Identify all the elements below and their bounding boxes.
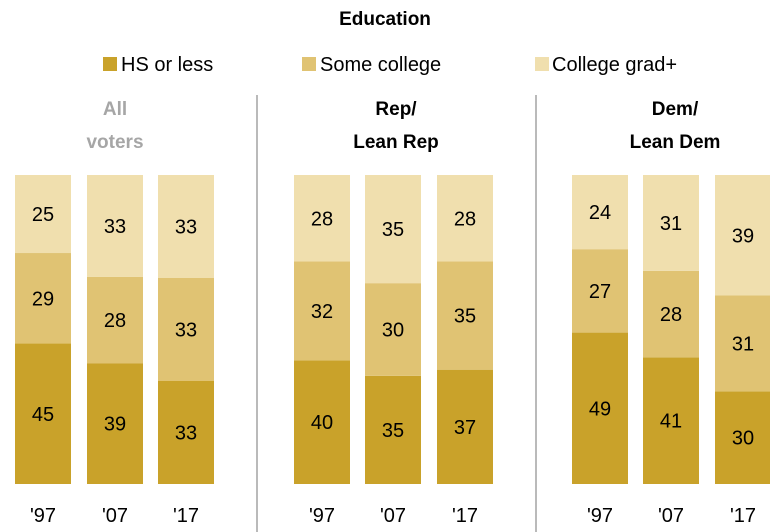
- bar-value-label: 25: [32, 204, 54, 226]
- bar-segment-hs-or-less: [158, 381, 214, 484]
- bar-segment-hs-or-less: [572, 332, 628, 484]
- bar-value-label: 31: [732, 333, 754, 355]
- group-label-dem-lean-dem: Dem/ Lean Dem: [630, 99, 721, 153]
- bar-value-label: 37: [454, 417, 476, 439]
- bar-segment-some-college: [643, 270, 699, 358]
- bar-segment-college-grad: [437, 175, 493, 262]
- bar-value-label: 45: [32, 404, 54, 426]
- x-tick-label: '07: [658, 505, 684, 527]
- bar-value-label: 33: [175, 217, 197, 239]
- bar-segment-college-grad: [643, 175, 699, 271]
- legend: HS or less Some college College grad+: [103, 54, 677, 76]
- bar-value-label: 39: [732, 225, 754, 247]
- bar-value-label: 28: [454, 208, 476, 230]
- bar-value-label: 28: [104, 310, 126, 332]
- bar-value-label: 30: [732, 428, 754, 450]
- bar-value-label: 35: [382, 219, 404, 241]
- group-label-all-voters: All voters: [86, 99, 143, 153]
- bar-segment-college-grad: [15, 175, 71, 254]
- bar-segment-college-grad: [365, 175, 421, 284]
- legend-swatch-some-college: [302, 57, 316, 71]
- x-tick-label: '97: [587, 505, 613, 527]
- bar-segment-hs-or-less: [715, 391, 770, 484]
- bar-segment-some-college: [87, 276, 143, 364]
- bar-segment-hs-or-less: [294, 360, 350, 484]
- bar-value-label: 28: [660, 304, 682, 326]
- bar-segment-hs-or-less: [643, 357, 699, 484]
- legend-swatch-hs-or-less: [103, 57, 117, 71]
- group-label-line: Lean Dem: [630, 132, 721, 153]
- legend-swatch-college-grad: [535, 57, 549, 71]
- bar-segment-college-grad: [87, 175, 143, 277]
- bar-value-label: 31: [660, 213, 682, 235]
- legend-label-some-college: Some college: [320, 54, 441, 76]
- legend-label-hs-or-less: HS or less: [121, 54, 213, 76]
- bar-segment-hs-or-less: [437, 369, 493, 484]
- bar-value-label: 41: [660, 411, 682, 433]
- bar-segment-college-grad: [294, 175, 350, 262]
- bar-value-label: 29: [32, 288, 54, 310]
- bar-segment-some-college: [294, 261, 350, 361]
- bar-segment-college-grad: [158, 175, 214, 278]
- bar-value-label: 27: [589, 281, 611, 303]
- x-tick-label: '17: [730, 505, 756, 527]
- bar-segment-hs-or-less: [87, 363, 143, 484]
- chart-title: Education: [339, 9, 431, 30]
- bar-segment-hs-or-less: [365, 375, 421, 484]
- x-tick-label: '97: [30, 505, 56, 527]
- bar-value-label: 35: [454, 306, 476, 328]
- bar-segment-college-grad: [572, 175, 628, 250]
- bar-segment-some-college: [572, 249, 628, 333]
- legend-item-some-college: Some college: [302, 54, 441, 76]
- bar-value-label: 33: [175, 320, 197, 342]
- group-label-line: Rep/: [375, 99, 417, 120]
- group-label-line: Lean Rep: [353, 132, 439, 153]
- legend-item-hs-or-less: HS or less: [103, 54, 213, 76]
- x-tick-label: '07: [102, 505, 128, 527]
- bar-segment-college-grad: [715, 175, 770, 296]
- x-tick-label: '17: [452, 505, 478, 527]
- bars-layer: 45 29 25 '97 39 28 33 '07 33 33 33 '17 40 32 28 '97 35 30…: [15, 175, 770, 527]
- bar-value-label: 30: [382, 320, 404, 342]
- bar-value-label: 35: [382, 420, 404, 442]
- group-label-rep-lean-rep: Rep/ Lean Rep: [353, 99, 439, 153]
- bar-value-label: 32: [311, 301, 333, 323]
- bar-value-label: 24: [589, 202, 611, 224]
- bar-segment-hs-or-less: [15, 343, 71, 484]
- group-label-line: All: [103, 99, 127, 120]
- legend-label-college-grad: College grad+: [552, 54, 677, 76]
- bar-value-label: 28: [311, 208, 333, 230]
- x-tick-label: '07: [380, 505, 406, 527]
- x-tick-label: '97: [309, 505, 335, 527]
- group-label-line: voters: [86, 132, 143, 153]
- group-label-line: Dem/: [652, 99, 699, 120]
- bar-segment-some-college: [437, 261, 493, 370]
- bar-value-label: 33: [175, 423, 197, 445]
- bar-segment-some-college: [365, 283, 421, 376]
- bar-segment-some-college: [158, 278, 214, 381]
- bar-value-label: 49: [589, 398, 611, 420]
- x-tick-label: '17: [173, 505, 199, 527]
- legend-item-college-grad: College grad+: [535, 54, 677, 76]
- bar-segment-some-college: [15, 253, 71, 344]
- bar-value-label: 39: [104, 414, 126, 436]
- bar-value-label: 40: [311, 412, 333, 434]
- bar-value-label: 33: [104, 216, 126, 238]
- bar-segment-some-college: [715, 295, 770, 392]
